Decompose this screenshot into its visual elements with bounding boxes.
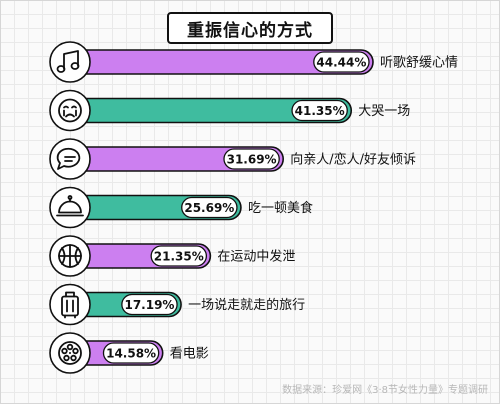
value-label: 25.69%	[184, 201, 234, 215]
value-label: 17.19%	[124, 298, 174, 312]
value-badge	[121, 293, 178, 316]
category-label: 大哭一场	[358, 104, 410, 119]
value-label: 21.35%	[154, 250, 204, 264]
category-label: 看电影	[170, 346, 209, 362]
value-label: 31.69%	[227, 153, 277, 167]
value-badge	[223, 148, 280, 170]
category-label: 一场说走就走的旅行	[188, 297, 305, 313]
bar-row: 21.35% 在运动中发泄	[49, 235, 295, 277]
icon-circle	[49, 283, 91, 326]
film-reel-icon	[58, 341, 82, 365]
icon-circle	[49, 41, 91, 83]
value-badge	[313, 51, 370, 73]
icon-circle	[49, 89, 91, 132]
category-label: 向亲人/恋人/好友倾诉	[290, 152, 416, 168]
chart-title: 重振信心的方式	[167, 12, 333, 44]
bar-row: 14.58% 看电影	[49, 332, 209, 374]
bar-row: 41.35% 大哭一场	[49, 89, 410, 132]
suitcase-icon	[61, 291, 79, 319]
value-badge	[150, 245, 208, 267]
bar-row: 31.69% 向亲人/恋人/好友倾诉	[49, 138, 416, 180]
category-label: 听歌舒缓心情	[380, 56, 458, 71]
bar-row: 25.69% 吃一顿美食	[49, 186, 313, 229]
value-badge	[181, 196, 238, 219]
ball-icon	[58, 244, 82, 268]
value-label: 41.35%	[295, 104, 345, 118]
value-badge	[102, 342, 160, 364]
chat-bubble-icon	[56, 147, 81, 170]
value-badge	[291, 99, 348, 122]
crying-face-icon	[58, 98, 82, 123]
category-label: 在运动中发泄	[217, 249, 295, 265]
food-cloche-icon	[56, 195, 84, 217]
bar-row: 44.44% 听歌舒缓心情	[49, 41, 458, 83]
music-note-icon	[56, 50, 80, 73]
icon-circle	[49, 138, 91, 180]
value-label: 44.44%	[316, 56, 366, 70]
bar-row: 17.19% 一场说走就走的旅行	[49, 283, 305, 326]
category-label: 吃一顿美食	[248, 200, 313, 216]
source-note: 数据来源：珍爱网《3·8节女性力量》专题调研	[282, 385, 488, 396]
value-label: 14.58%	[106, 347, 156, 361]
icon-circle	[49, 186, 91, 229]
